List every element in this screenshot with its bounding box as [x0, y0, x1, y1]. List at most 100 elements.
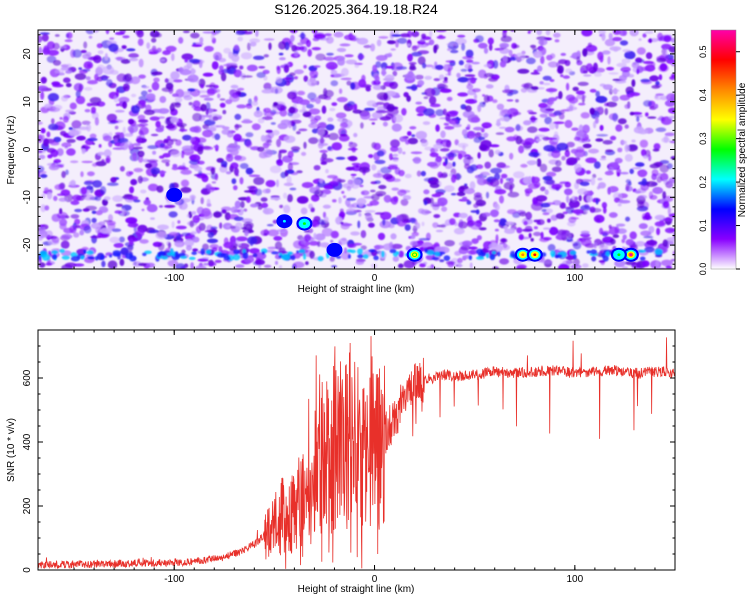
heatmap-cell [219, 222, 223, 229]
heatmap-cell [381, 250, 385, 258]
heatmap-cell [618, 75, 627, 82]
heatmap-cell [663, 35, 672, 43]
heatmap-cell [608, 32, 613, 40]
heatmap-cell [192, 215, 201, 224]
heatmap-cell [414, 74, 424, 80]
heatmap-cell [572, 86, 579, 92]
heatmap-cell [290, 146, 301, 151]
heatmap-cell [595, 117, 599, 124]
heatmap-cell [437, 197, 448, 206]
heatmap-cell [70, 200, 80, 206]
heatmap-cell [65, 83, 72, 88]
heatmap-cell [234, 200, 241, 209]
heatmap-cell [263, 264, 272, 268]
heatmap-cell [283, 204, 291, 214]
heatmap-cell [645, 181, 658, 187]
heatmap-cell [536, 30, 542, 36]
heatmap-cell [638, 249, 646, 253]
heatmap-cell [549, 226, 559, 236]
heatmap-cell [322, 211, 327, 219]
heatmap-cell [72, 194, 82, 201]
heatmap-cell [656, 227, 661, 236]
heatmap-cell [316, 225, 325, 228]
heatmap-cell [305, 261, 309, 265]
heatmap-cell [116, 56, 123, 61]
heatmap-cell [331, 265, 338, 268]
heatmap-cell [629, 30, 639, 37]
heatmap-cell [346, 208, 357, 214]
heatmap-cell [94, 117, 99, 126]
heatmap-cell [61, 142, 72, 148]
heatmap-cell [168, 211, 178, 218]
heatmap-cell [409, 126, 417, 130]
heatmap-cell [139, 126, 149, 135]
heatmap-cell [581, 138, 585, 143]
heatmap-cell [523, 82, 533, 90]
heatmap-cell [137, 38, 144, 46]
heatmap-cell [136, 135, 143, 144]
heatmap-cell [578, 194, 582, 202]
heatmap-cell [383, 194, 392, 203]
heatmap-cell [395, 66, 408, 70]
heatmap-cell [341, 190, 345, 194]
heatmap-cell [598, 244, 609, 250]
heatmap-cell [483, 63, 492, 68]
heatmap-cell [38, 165, 45, 173]
heatmap-cell [668, 228, 675, 232]
heatmap-cell [420, 139, 429, 147]
heatmap-cell [146, 159, 159, 163]
heatmap-cell [589, 88, 597, 93]
heatmap-cell [616, 168, 622, 177]
heatmap-cell [83, 41, 88, 49]
heatmap-cell [547, 61, 559, 68]
heatmap-cell [147, 89, 152, 93]
heatmap-cell [143, 109, 155, 116]
heatmap-cell [618, 199, 631, 204]
heatmap-cell [389, 81, 398, 90]
heatmap-cell [530, 86, 539, 91]
heatmap-cell [260, 134, 266, 142]
heatmap-cell [339, 88, 343, 94]
heatmap-cell [464, 63, 473, 70]
heatmap-cell [400, 198, 409, 206]
heatmap-cell [87, 256, 95, 260]
heatmap-cell [654, 248, 663, 255]
heatmap-cell [456, 191, 466, 197]
heatmap-cell [300, 207, 308, 215]
heatmap-cell [182, 30, 190, 34]
heatmap-cell [499, 177, 504, 184]
heatmap-cell [544, 189, 549, 195]
heatmap-cell [245, 167, 254, 175]
heatmap-cell [196, 206, 205, 215]
heatmap-cell [287, 61, 293, 68]
heatmap-cell [593, 242, 597, 249]
heatmap-cell [278, 265, 283, 269]
heatmap-cell [536, 87, 545, 90]
heatmap-cell [611, 95, 619, 102]
heatmap-cell [255, 30, 259, 37]
heatmap-cell [483, 47, 489, 54]
heatmap-cell [222, 109, 227, 115]
heatmap-cell [148, 51, 158, 55]
heatmap-cell [325, 124, 335, 131]
heatmap-cell [638, 223, 648, 230]
heatmap-cell [96, 43, 103, 49]
heatmap-cell [407, 131, 412, 136]
heatmap-cell [460, 68, 468, 72]
heatmap-cell [124, 194, 133, 197]
heatmap-cell [331, 102, 338, 106]
heatmap-cell [432, 204, 441, 207]
heatmap-cell [622, 49, 631, 53]
heatmap-cell [546, 99, 555, 105]
heatmap-cell [191, 140, 199, 145]
heatmap-cell [539, 81, 544, 85]
heatmap-cell [471, 238, 479, 245]
heatmap-cell [221, 129, 232, 135]
heatmap-cell [360, 190, 370, 196]
heatmap-cell [461, 43, 466, 51]
heatmap-cell [654, 103, 659, 109]
heatmap-cell [97, 151, 105, 156]
heatmap-cell [172, 93, 179, 97]
heatmap-cell [457, 221, 468, 229]
heatmap-cell [249, 189, 256, 193]
